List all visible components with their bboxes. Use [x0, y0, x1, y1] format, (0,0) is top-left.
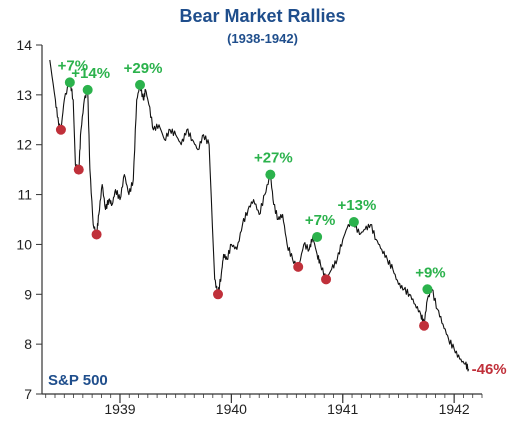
peak-marker: [312, 231, 323, 242]
chart-subtitle: (1938-1942): [227, 31, 298, 46]
rally-label: +29%: [124, 60, 163, 77]
rally-label: +7%: [58, 57, 88, 74]
y-tick-label: 8: [24, 336, 32, 352]
peak-marker: [422, 284, 433, 295]
trough-marker: [55, 124, 66, 135]
rally-label: +14%: [71, 65, 110, 82]
rally-label: +27%: [254, 150, 293, 167]
rally-label: +13%: [338, 197, 377, 214]
trough-marker: [73, 164, 84, 175]
y-tick-label: 12: [16, 137, 32, 153]
trough-marker: [213, 289, 223, 300]
x-tick-label: 1940: [216, 401, 247, 417]
peak-marker: [348, 216, 359, 227]
y-tick-label: 11: [17, 187, 32, 203]
marker-layer: [55, 77, 433, 331]
trough-marker: [91, 229, 102, 240]
axes-layer: 7 8 9 10 11 12 13 14 1939 1940 1941 1942: [16, 37, 483, 417]
x-tick-label: 1942: [439, 401, 470, 417]
y-tick-label: 7: [24, 386, 32, 402]
trough-marker: [321, 274, 332, 285]
peak-marker: [64, 77, 75, 88]
label-layer: +7%+14% +29%+27%+7%+13%+9%S&P 500-46%: [48, 57, 507, 389]
peak-marker: [82, 84, 93, 95]
y-tick-label: 14: [16, 37, 32, 53]
rally-label: +9%: [415, 264, 445, 281]
peak-marker: [265, 169, 276, 180]
chart-title: Bear Market Rallies: [179, 6, 346, 26]
trough-marker: [419, 320, 430, 331]
y-tick-label: 13: [16, 87, 32, 103]
rally-label: +7%: [305, 212, 335, 229]
x-tick-label: 1941: [327, 401, 358, 417]
trough-marker: [293, 261, 304, 272]
y-tick-label: 9: [24, 286, 32, 302]
x-tick-label: 1939: [104, 401, 135, 417]
line-layer: [49, 59, 470, 372]
series-label: S&P 500: [48, 372, 108, 389]
peak-marker: [135, 79, 146, 90]
total-change-label: -46%: [472, 361, 507, 378]
y-tick-label: 10: [16, 236, 32, 252]
sp500-line: [49, 59, 470, 372]
